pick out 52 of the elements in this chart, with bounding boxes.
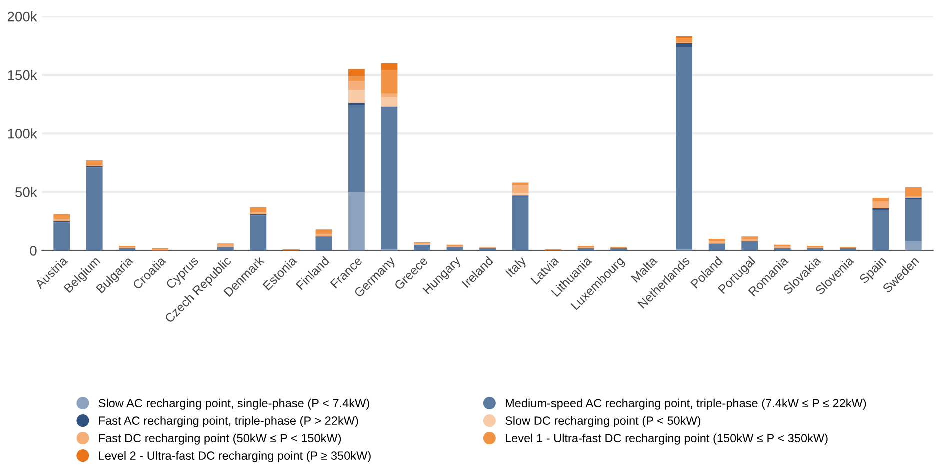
bar (348, 76, 365, 81)
bar (250, 207, 267, 212)
bar (742, 241, 758, 251)
bar (348, 80, 365, 90)
bar (348, 69, 365, 76)
bar (414, 244, 430, 251)
bar (381, 70, 398, 94)
bar (86, 168, 103, 251)
bar (742, 238, 758, 242)
bar (708, 244, 726, 251)
legend-label: Slow AC recharging point, single-phase (P < 7.4kW) (98, 398, 370, 410)
bar (905, 187, 922, 197)
bar (872, 210, 890, 251)
bar (316, 230, 332, 234)
bar (348, 192, 365, 251)
bar (381, 108, 398, 250)
bar (348, 103, 365, 106)
bar (381, 97, 398, 107)
bar (54, 222, 70, 251)
bar (54, 214, 70, 220)
bar (708, 238, 726, 242)
y-tick-label: 150k (8, 70, 38, 80)
bar (217, 247, 234, 251)
y-tick-label: 50k (16, 187, 38, 198)
bar (348, 106, 365, 192)
bar (872, 202, 890, 209)
bar (512, 185, 529, 194)
bar (86, 160, 103, 166)
legend-label: Fast DC recharging point (50kW ≤ P < 150kW) (99, 434, 342, 445)
legend-label: Level 2 - Ultra-fast DC recharging point (P ≥ 350kW) (99, 451, 371, 462)
bar (348, 90, 365, 104)
bar (905, 199, 922, 242)
bar (381, 63, 398, 70)
bar (512, 196, 529, 251)
bar (676, 36, 693, 39)
x-tick-label: Italy (505, 256, 529, 280)
y-tick-label: 0 (30, 246, 37, 256)
bar (316, 238, 332, 251)
bar (676, 38, 693, 42)
legend-label: Fast AC recharging point, triple-phase (P > 22kW) (99, 416, 358, 428)
legend-label: Slow DC recharging point (P < 50kW) (506, 416, 701, 428)
legend-label: Medium-speed AC recharging point, triple-phase (7.4kW ≤ P ≤ 22kW) (506, 398, 866, 410)
bar (872, 198, 890, 202)
y-tick-label: 100k (8, 128, 38, 139)
bar (676, 46, 693, 250)
bar (905, 241, 922, 251)
bar (381, 94, 398, 98)
bar (250, 216, 267, 251)
bar (446, 247, 464, 251)
y-tick-label: 200k (8, 12, 38, 22)
bar (676, 43, 693, 47)
legend-label: Level 1 - Ultra-fast DC recharging point (150kW ≤ P < 350kW) (506, 434, 828, 445)
